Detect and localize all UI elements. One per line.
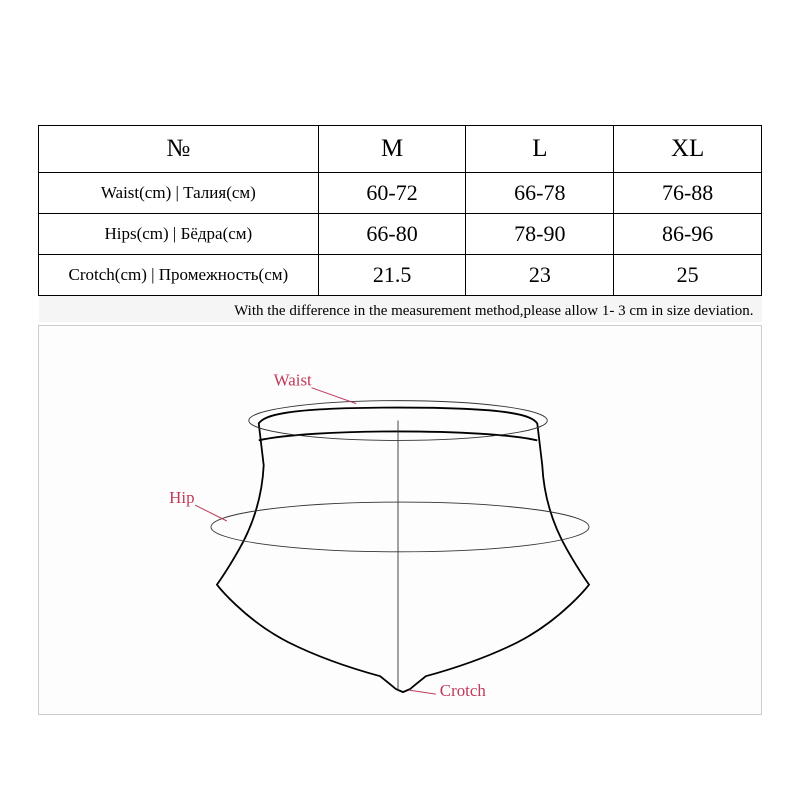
cell-waist-m: 60-72 (318, 173, 466, 214)
hip-label: Hip (169, 488, 194, 507)
size-chart-table: № M L XL Waist(cm) | Талия(см) 60-72 66-… (38, 125, 762, 322)
measurement-diagram: Waist Hip Crotch (38, 325, 762, 715)
cell-crotch-m: 21.5 (318, 255, 466, 296)
cell-crotch-l: 23 (466, 255, 614, 296)
row-label-crotch: Crotch(cm) | Промежность(см) (39, 255, 319, 296)
cell-waist-xl: 76-88 (614, 173, 762, 214)
crotch-label: Crotch (440, 681, 487, 700)
row-label-header: № (39, 126, 319, 173)
waist-label: Waist (274, 371, 312, 390)
hip-leader-line (195, 505, 227, 521)
size-header-xl: XL (614, 126, 762, 173)
cell-hips-l: 78-90 (466, 214, 614, 255)
row-label-hips: Hips(cm) | Бёдра(см) (39, 214, 319, 255)
crotch-leader-line (409, 690, 436, 694)
garment-outline (217, 408, 589, 693)
deviation-note: With the difference in the measurement m… (39, 296, 762, 323)
table-row: Hips(cm) | Бёдра(см) 66-80 78-90 86-96 (39, 214, 762, 255)
deviation-note-row: With the difference in the measurement m… (39, 296, 762, 323)
cell-waist-l: 66-78 (466, 173, 614, 214)
cell-hips-m: 66-80 (318, 214, 466, 255)
table-row: Crotch(cm) | Промежность(см) 21.5 23 25 (39, 255, 762, 296)
hip-guide-ellipse (211, 502, 589, 552)
size-header-l: L (466, 126, 614, 173)
table-header-row: № M L XL (39, 126, 762, 173)
table-row: Waist(cm) | Талия(см) 60-72 66-78 76-88 (39, 173, 762, 214)
cell-crotch-xl: 25 (614, 255, 762, 296)
diagram-svg: Waist Hip Crotch (39, 326, 761, 714)
size-header-m: M (318, 126, 466, 173)
row-label-waist: Waist(cm) | Талия(см) (39, 173, 319, 214)
waist-leader-line (311, 388, 356, 404)
cell-hips-xl: 86-96 (614, 214, 762, 255)
